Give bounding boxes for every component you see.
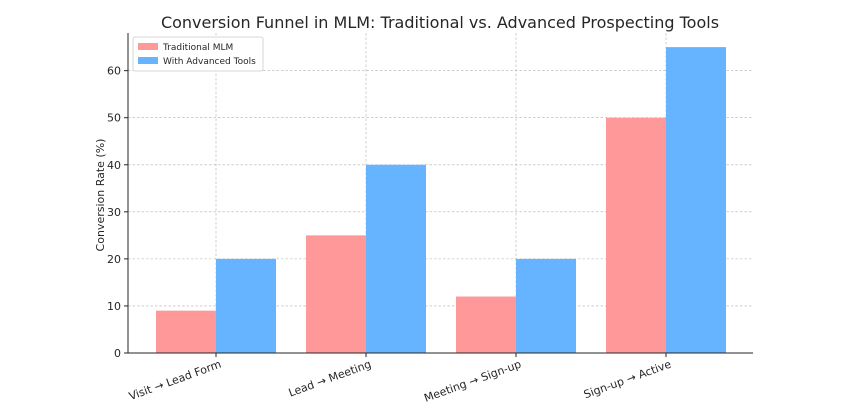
legend-swatch xyxy=(138,43,158,50)
legend: Traditional MLM With Advanced Tools xyxy=(132,36,264,72)
x-tick-label: Visit → Lead Form xyxy=(127,358,223,403)
bar-advanced-0 xyxy=(216,258,276,353)
bar-traditional-3 xyxy=(606,117,666,354)
bar-advanced-2 xyxy=(516,258,576,353)
chart-title: Conversion Funnel in MLM: Traditional vs… xyxy=(161,13,719,32)
y-tick-label: 20 xyxy=(107,253,121,266)
axes-layer xyxy=(127,33,753,354)
y-tick-label: 10 xyxy=(107,300,121,313)
bar-traditional-1 xyxy=(306,235,366,353)
y-tick-label: 30 xyxy=(107,206,121,219)
bar-traditional-2 xyxy=(456,296,516,353)
y-tick-label: 0 xyxy=(114,347,121,360)
legend-label: Traditional MLM xyxy=(162,43,233,53)
y-tick-label: 50 xyxy=(107,112,121,125)
legend-swatch xyxy=(138,57,158,64)
legend-label: With Advanced Tools xyxy=(163,57,256,67)
x-tick-label: Sign-up → Active xyxy=(582,358,673,402)
y-tick-label: 40 xyxy=(107,159,121,172)
legend-frame xyxy=(132,36,264,72)
bar-advanced-3 xyxy=(666,47,726,353)
x-tick-label: Meeting → Sign-up xyxy=(422,358,523,405)
bars-layer xyxy=(156,47,726,354)
y-axis-label: Conversion Rate (%) xyxy=(94,139,107,252)
x-tick-label: Lead → Meeting xyxy=(287,358,373,400)
bar-advanced-1 xyxy=(366,164,426,353)
y-tick-label: 60 xyxy=(107,65,121,78)
bar-traditional-0 xyxy=(156,310,216,353)
